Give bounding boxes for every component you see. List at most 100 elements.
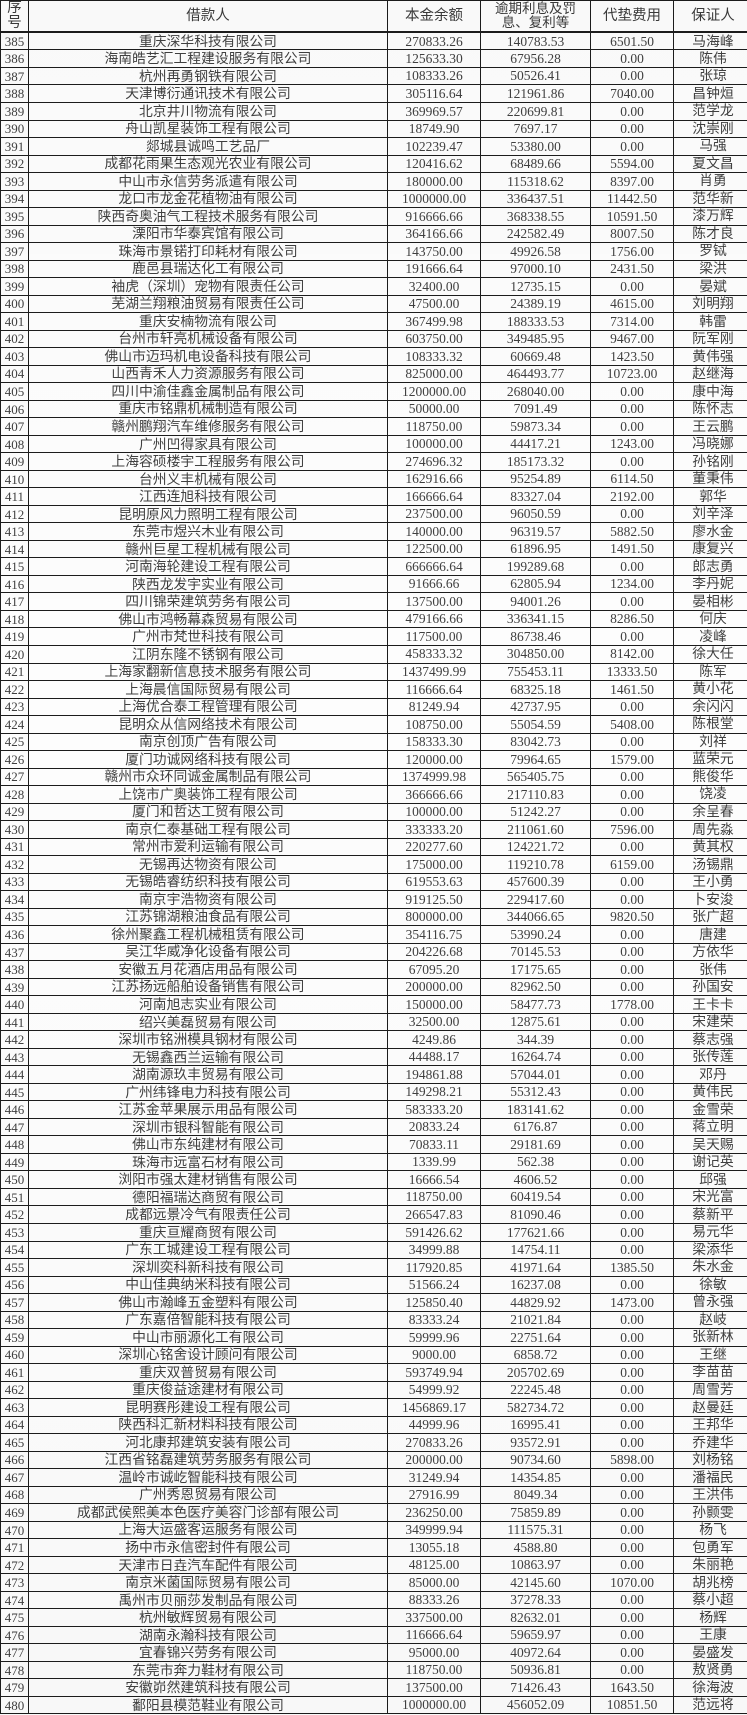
cell-overdue-interest: 368338.55 bbox=[480, 207, 591, 226]
cell-guarantor: 金雪荣 bbox=[673, 1100, 747, 1119]
cell-borrower: 浏阳市强太建材销售有限公司 bbox=[28, 1170, 388, 1189]
cell-borrower: 北京井川物流有限公司 bbox=[28, 102, 388, 121]
cell-advance-fee: 0.00 bbox=[590, 767, 674, 787]
cell-serial: 449 bbox=[0, 1152, 29, 1172]
cell-advance-fee: 9467.00 bbox=[590, 329, 674, 349]
cell-guarantor: 方依华 bbox=[673, 942, 747, 962]
cell-guarantor: 张新林 bbox=[673, 1328, 747, 1347]
cell-principal: 118750.00 bbox=[387, 1660, 481, 1680]
cell-guarantor: 蓝荣元 bbox=[673, 750, 747, 769]
cell-serial: 410 bbox=[0, 469, 29, 489]
cell-serial: 475 bbox=[0, 1608, 29, 1627]
cell-serial: 414 bbox=[0, 539, 29, 559]
cell-serial: 459 bbox=[0, 1328, 29, 1347]
cell-advance-fee: 0.00 bbox=[590, 1380, 674, 1400]
table-row: 397 珠海市景锘打印耗材有限公司 143750.00 49926.58 1756.00… bbox=[0, 242, 747, 261]
cell-guarantor: 余呈春 bbox=[673, 802, 747, 822]
cell-principal: 27916.99 bbox=[387, 1485, 481, 1505]
cell-principal: 337500.00 bbox=[387, 1608, 481, 1627]
cell-principal: 458333.32 bbox=[387, 644, 481, 664]
cell-borrower: 深圳市铭洲模具钢材有限公司 bbox=[28, 1030, 388, 1049]
cell-borrower: 上海优合泰工程管理有限公司 bbox=[28, 697, 388, 717]
cell-borrower: 鄱阳县模范鞋业有限公司 bbox=[28, 1695, 388, 1715]
table-row: 451 德阳福瑞达商贸有限公司 118750.00 60419.54 0.00 宋光富 bbox=[0, 1187, 747, 1207]
cell-principal: 1437499.99 bbox=[387, 662, 481, 682]
cell-overdue-interest: 95254.89 bbox=[480, 469, 591, 489]
cell-serial: 401 bbox=[0, 312, 29, 331]
cell-guarantor: 赵岐 bbox=[673, 1310, 747, 1330]
cell-guarantor: 昌钟烜 bbox=[673, 84, 747, 103]
cell-principal: 117500.00 bbox=[387, 627, 481, 646]
cell-borrower: 上海大运盛客运服务有限公司 bbox=[28, 1520, 388, 1540]
cell-overdue-interest: 199289.68 bbox=[480, 557, 591, 576]
table-row: 418 佛山市鸿畅幕森贸易有限公司 479166.66 336341.15 8286.5… bbox=[0, 609, 747, 629]
cell-overdue-interest: 96319.57 bbox=[480, 522, 591, 541]
cell-advance-fee: 0.00 bbox=[590, 627, 674, 646]
cell-overdue-interest: 70145.53 bbox=[480, 942, 591, 962]
cell-principal: 666666.64 bbox=[387, 557, 481, 576]
cell-serial: 433 bbox=[0, 872, 29, 892]
cell-serial: 390 bbox=[0, 119, 29, 139]
cell-borrower: 南京创顶广告有限公司 bbox=[28, 732, 388, 752]
table-row: 461 重庆双普贸易有限公司 593749.94 205702.69 0.00 李苗苗 bbox=[0, 1363, 747, 1382]
cell-guarantor: 邱强 bbox=[673, 1170, 747, 1189]
cell-advance-fee: 9820.50 bbox=[590, 907, 674, 927]
cell-principal: 236250.00 bbox=[387, 1503, 481, 1522]
cell-advance-fee: 0.00 bbox=[590, 1468, 674, 1487]
cell-borrower: 江苏金苹果展示用品有限公司 bbox=[28, 1100, 388, 1119]
cell-principal: 120416.62 bbox=[387, 154, 481, 174]
cell-guarantor: 肖勇 bbox=[673, 172, 747, 191]
cell-borrower: 台州义丰机械有限公司 bbox=[28, 469, 388, 489]
cell-advance-fee: 0.00 bbox=[590, 697, 674, 717]
loan-table-body: 385 重庆深华科技有限公司 270833.26 140783.53 6501.50 马海… bbox=[0, 31, 747, 1715]
cell-advance-fee: 0.00 bbox=[590, 1520, 674, 1540]
cell-advance-fee: 0.00 bbox=[590, 1170, 674, 1189]
cell-borrower: 深圳市银科智能有限公司 bbox=[28, 1117, 388, 1137]
table-row: 401 重庆安楠物流有限公司 367499.98 188333.53 7314.00 韩雷 bbox=[0, 312, 747, 331]
cell-borrower: 杭州敏辉贸易有限公司 bbox=[28, 1608, 388, 1627]
cell-principal: 137500.00 bbox=[387, 592, 481, 611]
cell-advance-fee: 0.00 bbox=[590, 1625, 674, 1645]
cell-borrower: 珠海市远富石材有限公司 bbox=[28, 1152, 388, 1172]
cell-guarantor: 朱丽艳 bbox=[673, 1555, 747, 1575]
table-row: 426 厦门功诚网络科技有限公司 120000.00 79964.65 1579.00 蓝… bbox=[0, 750, 747, 769]
cell-serial: 397 bbox=[0, 242, 29, 261]
cell-overdue-interest: 464493.77 bbox=[480, 364, 591, 384]
table-row: 446 江苏金苹果展示用品有限公司 583333.20 183141.62 0.00 金雪… bbox=[0, 1100, 747, 1119]
cell-principal: 367499.98 bbox=[387, 312, 481, 331]
cell-principal: 137500.00 bbox=[387, 1678, 481, 1697]
cell-principal: 54999.92 bbox=[387, 1380, 481, 1400]
cell-overdue-interest: 83042.73 bbox=[480, 732, 591, 752]
cell-advance-fee: 10851.50 bbox=[590, 1695, 674, 1715]
cell-principal: 194861.88 bbox=[387, 1065, 481, 1084]
cell-advance-fee: 1491.50 bbox=[590, 539, 674, 559]
cell-overdue-interest: 44417.21 bbox=[480, 434, 591, 454]
cell-guarantor: 李苗苗 bbox=[673, 1363, 747, 1382]
cell-principal: 118750.00 bbox=[387, 417, 481, 436]
cell-advance-fee: 0.00 bbox=[590, 1117, 674, 1137]
cell-serial: 469 bbox=[0, 1503, 29, 1522]
cell-principal: 51566.24 bbox=[387, 1275, 481, 1295]
cell-overdue-interest: 336437.51 bbox=[480, 189, 591, 209]
cell-advance-fee: 0.00 bbox=[590, 102, 674, 121]
cell-serial: 387 bbox=[0, 66, 29, 86]
cell-guarantor: 刘杨铭 bbox=[673, 1450, 747, 1470]
cell-guarantor: 梁洪 bbox=[673, 259, 747, 279]
table-row: 477 宜春锦兴劳务有限公司 95000.00 40972.64 0.00 晏盛发 bbox=[0, 1643, 747, 1662]
cell-principal: 50000.00 bbox=[387, 399, 481, 419]
cell-overdue-interest: 53380.00 bbox=[480, 137, 591, 156]
cell-advance-fee: 0.00 bbox=[590, 417, 674, 436]
cell-borrower: 广州纬锋电力科技有限公司 bbox=[28, 1082, 388, 1102]
cell-serial: 398 bbox=[0, 259, 29, 279]
cell-principal: 18749.90 bbox=[387, 119, 481, 139]
cell-guarantor: 乔建华 bbox=[673, 1433, 747, 1452]
cell-principal: 122500.00 bbox=[387, 539, 481, 559]
cell-serial: 464 bbox=[0, 1415, 29, 1435]
cell-advance-fee: 0.00 bbox=[590, 732, 674, 752]
table-row: 421 上海家翻新信息技术服务有限公司 1437499.99 755453.11 133… bbox=[0, 662, 747, 682]
cell-advance-fee: 8142.00 bbox=[590, 644, 674, 664]
cell-advance-fee: 5882.50 bbox=[590, 522, 674, 541]
cell-advance-fee: 0.00 bbox=[590, 1065, 674, 1084]
cell-borrower: 禹州市贝丽莎发制品有限公司 bbox=[28, 1590, 388, 1610]
cell-principal: 95000.00 bbox=[387, 1643, 481, 1662]
